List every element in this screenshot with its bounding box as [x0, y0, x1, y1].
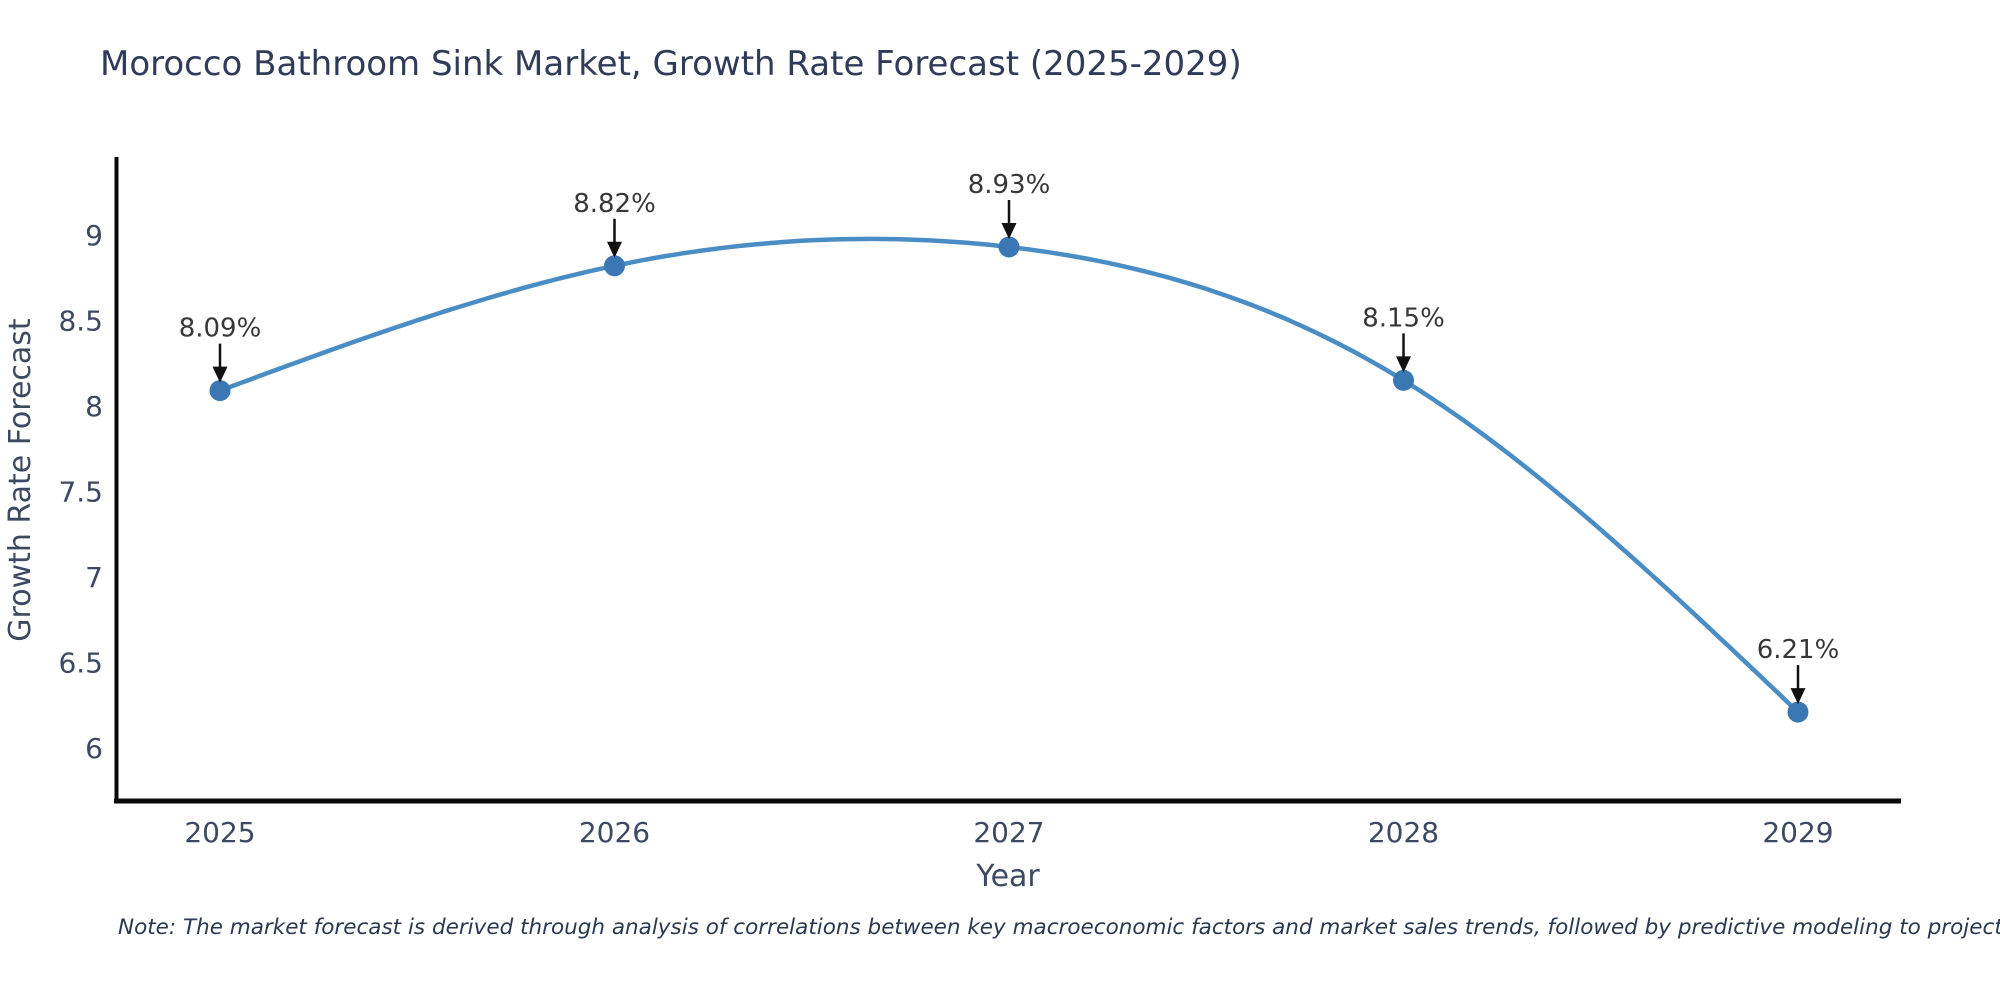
data-point-label: 8.82% [573, 189, 656, 219]
annotation-arrowhead [1396, 356, 1411, 373]
y-axis-label: Growth Rate Forecast [3, 318, 38, 642]
data-point-label: 8.93% [968, 170, 1051, 200]
trend-line [217, 236, 1801, 715]
y-tick-label: 8 [85, 390, 103, 423]
x-tick-label: 2027 [973, 816, 1044, 849]
annotation-arrowhead [1001, 222, 1017, 239]
data-point-marker [209, 380, 231, 402]
footnote: Note: The market forecast is derived thr… [118, 915, 2000, 940]
chart-title: Morocco Bathroom Sink Market, Growth Rat… [100, 44, 1242, 84]
x-tick-label: 2028 [1368, 816, 1439, 849]
x-axis-label: Year [975, 859, 1040, 894]
y-tick-label: 6 [85, 732, 103, 765]
data-point-marker [604, 255, 625, 277]
y-tick-label: 7.5 [58, 476, 103, 509]
data-point-marker [1393, 369, 1414, 391]
y-tick-label: 7 [85, 561, 103, 594]
annotation-arrowhead [212, 366, 228, 383]
annotation-arrowhead [1790, 688, 1806, 705]
x-tick-label: 2029 [1762, 816, 1833, 849]
data-point-label: 6.21% [1757, 635, 1840, 665]
x-tick-label: 2025 [184, 816, 255, 849]
y-tick-label: 9 [85, 219, 103, 252]
data-point-marker [998, 236, 1020, 258]
data-point-label: 8.09% [179, 314, 262, 344]
annotation-arrowhead [607, 241, 622, 258]
y-tick-label: 6.5 [58, 647, 103, 680]
data-point-marker [1787, 701, 1809, 723]
data-point-label: 8.15% [1362, 303, 1445, 333]
x-tick-label: 2026 [579, 816, 650, 849]
y-tick-label: 8.5 [58, 305, 103, 338]
